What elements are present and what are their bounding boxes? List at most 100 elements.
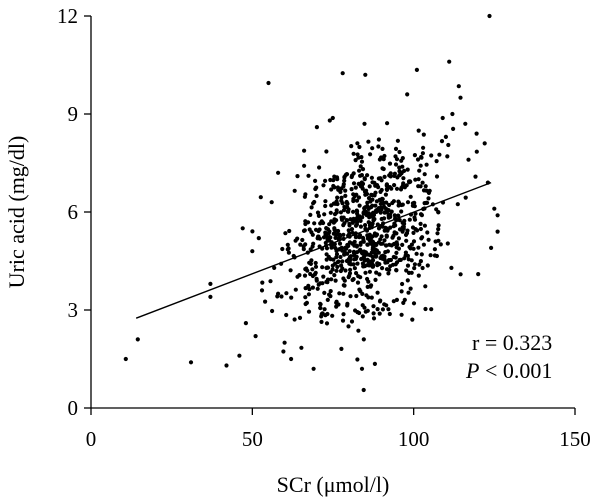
data-point [422,223,427,228]
data-point [369,222,374,227]
data-point [330,267,335,272]
data-point [418,226,423,232]
data-point [343,245,348,250]
data-point [426,237,431,242]
data-point [382,228,387,233]
data-point [404,183,409,188]
data-point [360,167,366,172]
data-point [401,181,406,186]
data-point [357,235,362,240]
data-point [371,311,376,316]
data-point [403,253,408,258]
data-point [399,312,404,317]
data-point [327,118,332,123]
data-point [371,263,376,268]
data-point [397,149,402,155]
data-point [285,247,290,252]
data-point [476,272,481,277]
data-point [394,297,399,302]
data-point [331,257,336,262]
data-point [394,186,400,191]
data-point [276,291,281,296]
data-point [337,241,343,246]
data-point [356,274,361,279]
data-point [417,262,422,267]
data-point [366,279,371,284]
data-point [285,242,290,247]
data-point [313,270,318,275]
data-point [334,304,339,309]
data-point [331,178,336,183]
data-point [419,236,424,241]
data-point [474,149,479,154]
data-point [354,198,360,203]
data-point [324,233,329,239]
data-point [260,280,265,285]
data-point [355,211,360,216]
data-point [463,121,468,126]
data-point [400,281,405,287]
data-point [319,312,324,317]
data-point [396,199,401,204]
data-point [398,187,404,192]
data-point [303,295,308,300]
data-point [313,264,319,269]
data-point [320,281,325,286]
data-point [306,292,311,297]
data-point [365,242,370,247]
data-point [365,173,370,178]
data-point [473,174,478,179]
p-value-text: < 0.001 [479,358,552,383]
data-point [371,304,376,309]
data-point [266,80,271,86]
data-point [357,168,362,173]
data-point [346,228,351,233]
data-point [412,153,417,158]
data-point [333,201,338,206]
data-point [208,294,213,299]
data-point [487,13,492,19]
data-point [412,215,417,220]
data-point [391,254,396,260]
data-point [400,242,405,247]
data-point [403,232,409,237]
data-point [405,278,410,283]
data-point [300,237,305,243]
data-point [419,252,424,257]
data-point [311,366,316,371]
data-point [345,303,350,308]
data-point [429,153,434,158]
data-point [416,128,421,133]
data-point [253,334,258,339]
data-point [368,214,373,219]
data-point [423,306,428,312]
data-point [332,273,337,278]
data-point [416,177,421,182]
data-point [411,301,417,306]
data-point [401,176,406,181]
data-point [357,287,362,292]
data-point [383,260,388,265]
data-point [384,187,390,192]
data-point [359,159,365,164]
data-point [324,149,329,154]
data-point [405,92,410,97]
data-point [360,314,365,319]
data-point [250,249,255,254]
data-point [385,121,390,126]
data-point [313,178,318,183]
data-point [342,204,347,209]
data-point [354,271,359,276]
data-point [256,236,261,241]
data-point [282,340,287,345]
data-point [250,229,255,234]
data-point [388,257,393,263]
data-point [359,180,364,185]
data-point [422,172,427,177]
data-point [365,308,370,313]
data-point [495,229,500,234]
data-point [352,194,357,199]
data-point [310,267,315,272]
data-point [349,319,355,324]
data-point [384,234,389,239]
